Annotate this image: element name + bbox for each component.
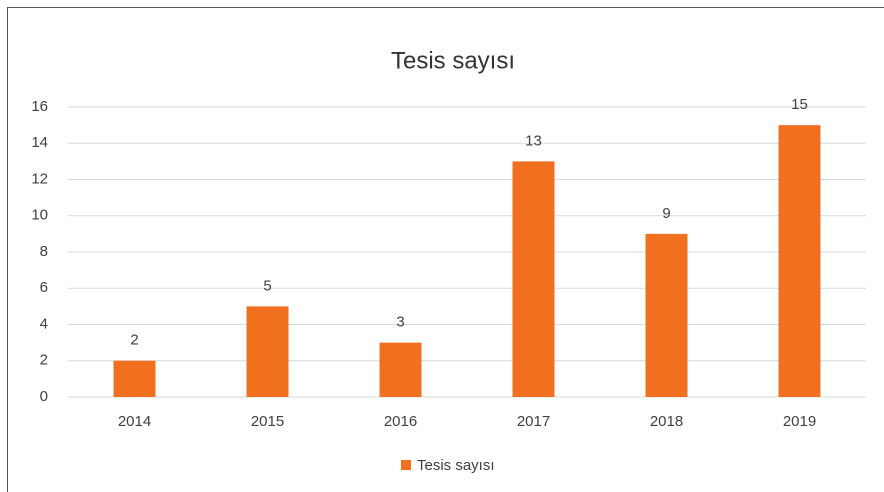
chart-title: Tesis sayısı xyxy=(391,47,515,74)
data-label: 9 xyxy=(662,205,670,222)
data-label: 15 xyxy=(791,96,808,113)
x-tick-label: 2014 xyxy=(118,413,151,430)
y-tick-label: 14 xyxy=(31,134,48,151)
y-tick-label: 16 xyxy=(31,98,48,115)
data-label: 2 xyxy=(130,332,138,349)
y-tick-label: 6 xyxy=(40,279,48,296)
chart-frame xyxy=(7,7,884,492)
x-tick-label: 2016 xyxy=(384,413,417,430)
legend-swatch xyxy=(401,460,411,470)
bar xyxy=(778,125,821,397)
x-tick-label: 2017 xyxy=(517,413,550,430)
x-tick-label: 2015 xyxy=(251,413,284,430)
data-label: 5 xyxy=(263,277,271,294)
y-tick-label: 0 xyxy=(40,388,48,405)
bar xyxy=(645,233,688,397)
bar xyxy=(512,161,555,397)
y-tick-label: 8 xyxy=(40,243,48,260)
y-tick-label: 2 xyxy=(40,352,48,369)
legend-label: Tesis sayısı xyxy=(417,457,495,474)
x-tick-label: 2018 xyxy=(650,413,683,430)
x-tick-label: 2019 xyxy=(783,413,816,430)
bar xyxy=(113,360,156,397)
y-tick-label: 12 xyxy=(31,170,48,187)
data-label: 13 xyxy=(525,132,542,149)
data-label: 3 xyxy=(396,314,404,331)
y-tick-label: 4 xyxy=(40,315,48,332)
y-tick-label: 10 xyxy=(31,207,48,224)
bar xyxy=(246,306,289,397)
bar xyxy=(379,342,422,397)
